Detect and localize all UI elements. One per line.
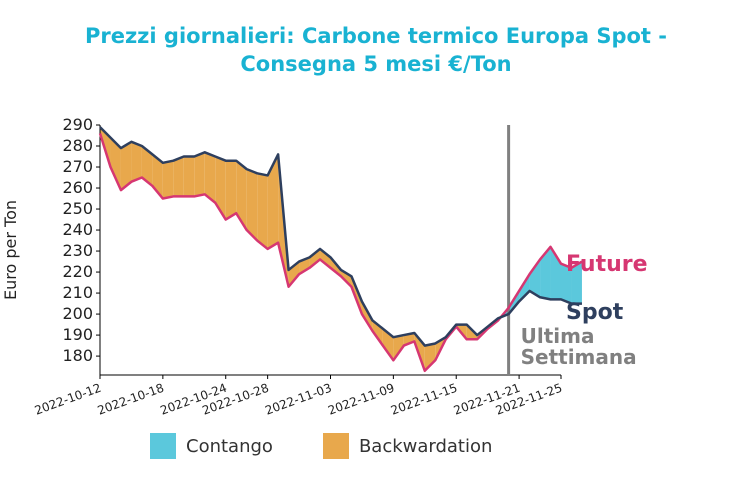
backwardation-fill	[173, 156, 184, 197]
marker-annotation-line-2: Settimana	[521, 345, 637, 369]
backwardation-fill	[361, 301, 373, 331]
backwardation-fill	[320, 248, 331, 268]
marker-annotation-line-1: Ultima	[521, 324, 595, 348]
legend-swatch-contango	[150, 433, 176, 459]
y-tick-label: 190	[62, 325, 93, 344]
y-tick-label: 290	[62, 115, 93, 134]
contango-fill	[571, 261, 582, 304]
x-tick-label: 2022-11-09	[326, 381, 396, 418]
contango-fill	[561, 263, 572, 304]
backwardation-fill	[194, 152, 205, 197]
y-tick-label: 220	[62, 262, 93, 281]
backwardation-fill	[120, 141, 132, 191]
backwardation-fill	[236, 160, 247, 231]
spot-annotation: Spot	[566, 300, 624, 325]
area-fills	[100, 127, 582, 371]
series-lines	[98, 126, 583, 373]
y-tick-label: 200	[62, 304, 93, 323]
y-tick-label: 230	[62, 241, 93, 260]
x-tick-label: 2022-10-18	[96, 381, 166, 418]
backwardation-fill	[257, 173, 268, 249]
backwardation-fill	[204, 152, 216, 203]
backwardation-fill	[225, 160, 237, 220]
y-tick-label: 270	[62, 157, 93, 176]
legend: Contango Backwardation	[150, 433, 542, 459]
backwardation-fill	[309, 248, 321, 268]
y-tick-label: 260	[62, 178, 93, 197]
legend-label-backwardation: Backwardation	[358, 435, 493, 457]
y-axis-label: Euro per Ton	[1, 200, 20, 300]
backwardation-fill	[393, 335, 404, 361]
y-tick-label: 210	[62, 283, 93, 302]
contango-fill	[529, 259, 541, 298]
chart-title-line-2: Consegna 5 mesi €/Ton	[240, 52, 512, 76]
backwardation-fill	[131, 141, 142, 182]
backwardation-fill	[215, 156, 226, 220]
legend-swatch-backwardation	[322, 433, 349, 459]
x-tick-label: 2022-11-03	[263, 381, 333, 418]
contango-fill	[540, 246, 551, 300]
legend-item-backwardation: Backwardation	[322, 433, 493, 459]
backwardation-fill	[110, 137, 121, 191]
spot-line	[99, 126, 582, 347]
backwardation-fill	[162, 160, 174, 199]
chart-title-line-1: Prezzi giornalieri: Carbone termico Euro…	[84, 24, 668, 48]
legend-label-contango: Contango	[186, 435, 273, 457]
backwardation-fill	[288, 261, 300, 287]
legend-item-contango: Contango	[150, 433, 273, 459]
y-tick-label: 240	[62, 220, 93, 239]
y-tick-label: 180	[62, 346, 93, 365]
backwardation-fill	[267, 154, 279, 249]
backwardation-fill	[424, 343, 436, 371]
x-tick-label: 2022-11-15	[389, 381, 459, 418]
backwardation-fill	[183, 156, 195, 197]
backwardation-fill	[141, 146, 153, 186]
future-annotation: Future	[566, 252, 648, 277]
contango-fill	[519, 274, 530, 302]
y-tick-label: 280	[62, 136, 93, 155]
chart-title: Prezzi giornalieri: Carbone termico Euro…	[0, 22, 752, 78]
x-tick-label: 2022-10-12	[33, 381, 103, 418]
backwardation-fill	[246, 169, 258, 241]
y-tick-label: 250	[62, 199, 93, 218]
